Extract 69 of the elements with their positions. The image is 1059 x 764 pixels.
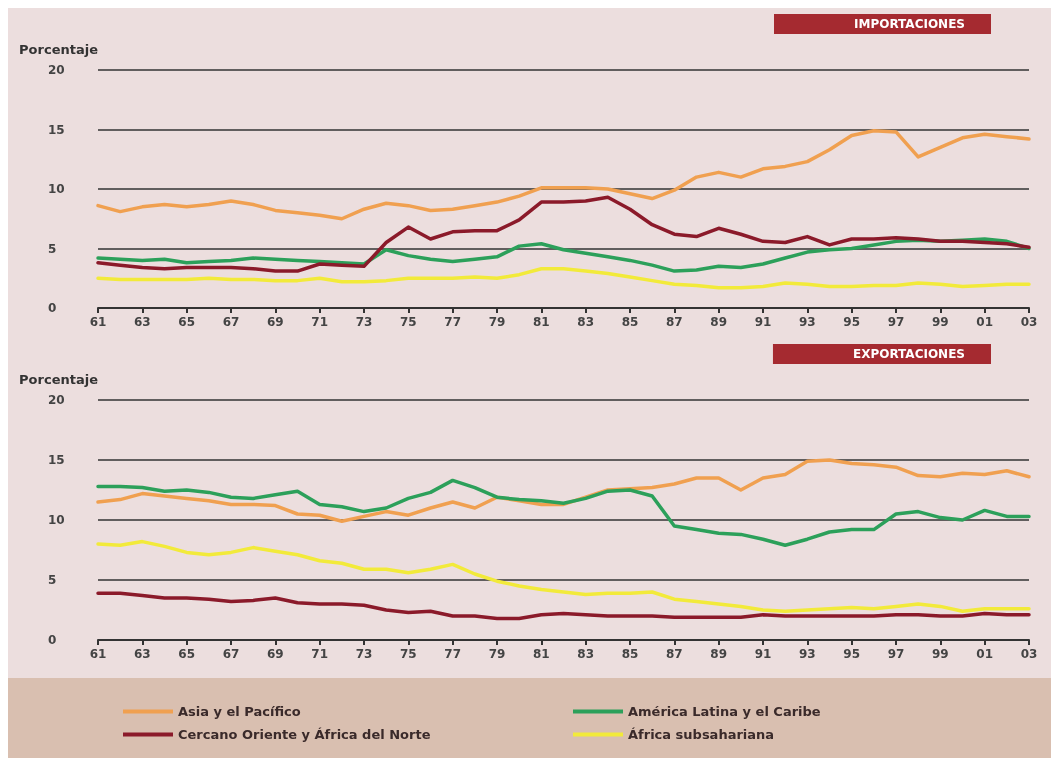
line-series bbox=[96, 128, 1031, 221]
x-tick-label: 67 bbox=[222, 647, 240, 661]
x-tick-label: 61 bbox=[89, 315, 107, 329]
x-tick-label: 91 bbox=[754, 647, 772, 661]
x-tick-label: 73 bbox=[355, 647, 373, 661]
x-tick-label: 93 bbox=[798, 315, 816, 329]
legend-label: Cercano Oriente y África del Norte bbox=[178, 727, 431, 742]
y-tick-label: 10 bbox=[48, 513, 65, 527]
chart-title: EXPORTACIONES bbox=[852, 347, 965, 361]
x-tick-label: 03 bbox=[1020, 315, 1038, 329]
y-tick-label: 15 bbox=[48, 122, 65, 137]
y-tick-label: 0 bbox=[48, 633, 57, 647]
x-tick-label: 75 bbox=[399, 315, 417, 329]
y-tick-label: 15 bbox=[48, 453, 65, 467]
x-tick-label: 77 bbox=[444, 647, 462, 661]
x-tick-label: 69 bbox=[266, 315, 284, 329]
x-tick-label: 79 bbox=[488, 315, 506, 329]
line-series bbox=[96, 539, 1031, 613]
x-tick-label: 03 bbox=[1020, 647, 1038, 661]
x-tick-label: 99 bbox=[931, 315, 949, 329]
x-tick-label: 85 bbox=[621, 315, 639, 329]
x-tick-label: 85 bbox=[621, 647, 639, 661]
y-tick-label: 0 bbox=[48, 301, 57, 315]
x-tick-label: 87 bbox=[665, 315, 683, 329]
x-tick-label: 93 bbox=[798, 647, 816, 661]
x-tick-label: 63 bbox=[133, 315, 151, 329]
x-tick-label: 95 bbox=[843, 315, 861, 329]
legend-label: América Latina y el Caribe bbox=[628, 704, 821, 719]
x-tick-label: 83 bbox=[577, 647, 595, 661]
x-tick-label: 71 bbox=[311, 315, 329, 329]
y-tick-label: 5 bbox=[48, 241, 57, 256]
x-tick-label: 63 bbox=[133, 647, 151, 661]
x-tick-label: 75 bbox=[399, 647, 417, 661]
x-tick-label: 73 bbox=[355, 315, 373, 329]
x-tick-label: 77 bbox=[444, 315, 462, 329]
x-tick-label: 81 bbox=[532, 647, 550, 661]
x-tick-label: 99 bbox=[931, 647, 949, 661]
legend-label: Asia y el Pacífico bbox=[178, 704, 301, 719]
x-tick-label: 69 bbox=[266, 647, 284, 661]
y-tick-label: 5 bbox=[48, 573, 57, 587]
chart-title: IMPORTACIONES bbox=[854, 17, 965, 31]
y-axis-title: Porcentaje bbox=[19, 372, 99, 387]
x-tick-label: 83 bbox=[577, 315, 595, 329]
y-tick-label: 10 bbox=[48, 182, 65, 196]
x-tick-label: 81 bbox=[532, 315, 550, 329]
line-series bbox=[96, 266, 1031, 290]
x-tick-label: 79 bbox=[488, 647, 506, 661]
x-tick-label: 87 bbox=[665, 647, 683, 661]
x-tick-label: 89 bbox=[710, 315, 728, 329]
y-tick-label: 20 bbox=[48, 393, 65, 407]
x-tick-label: 67 bbox=[222, 315, 240, 329]
y-axis-title: Porcentaje bbox=[19, 42, 99, 57]
line-series bbox=[96, 591, 1031, 621]
legend-label: África subsahariana bbox=[628, 727, 775, 742]
x-tick-label: 71 bbox=[311, 647, 329, 661]
line-series bbox=[96, 237, 1031, 273]
x-tick-label: 61 bbox=[89, 647, 107, 661]
x-tick-label: 95 bbox=[843, 647, 861, 661]
x-tick-label: 89 bbox=[710, 647, 728, 661]
x-tick-label: 97 bbox=[887, 647, 905, 661]
x-tick-label: 65 bbox=[178, 647, 196, 661]
line-series bbox=[96, 195, 1031, 273]
x-tick-label: 91 bbox=[754, 315, 772, 329]
x-tick-label: 65 bbox=[178, 315, 196, 329]
line-series bbox=[96, 478, 1031, 547]
y-tick-label: 20 bbox=[48, 63, 65, 77]
x-tick-label: 97 bbox=[887, 315, 905, 329]
x-tick-label: 01 bbox=[976, 647, 994, 661]
x-tick-label: 01 bbox=[976, 315, 994, 329]
